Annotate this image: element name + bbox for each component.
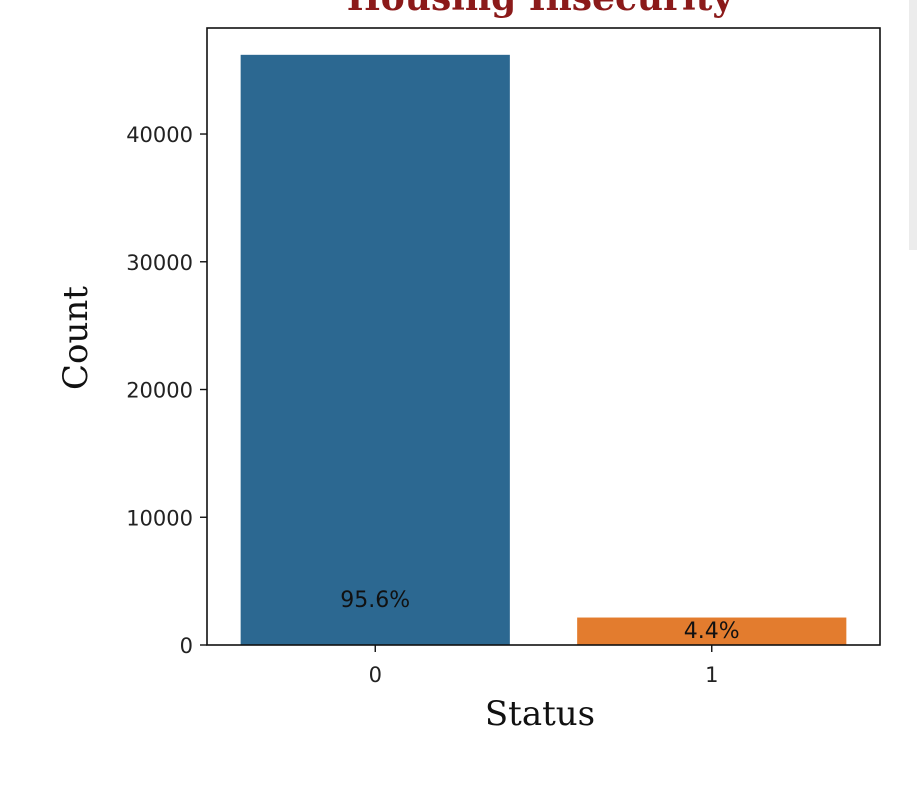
y-tick-label: 30000 <box>126 251 193 275</box>
x-axis-label: Status <box>485 694 595 734</box>
x-tick-label: 1 <box>705 663 718 687</box>
x-tick-label: 0 <box>369 663 382 687</box>
bar-value-label: 95.6% <box>340 588 410 613</box>
data-labels-layer: 95.6% 4.4% <box>340 588 739 644</box>
bar-value-label: 4.4% <box>684 619 740 644</box>
plot-frame <box>206 27 881 646</box>
bar-0 <box>240 54 510 645</box>
bar-1 <box>577 617 847 645</box>
bars-layer <box>240 54 847 645</box>
y-axis: 0 10000 20000 30000 40000 <box>126 123 207 658</box>
chart-title: Housing Insecurity <box>347 0 735 19</box>
y-tick-label: 20000 <box>126 379 193 403</box>
y-axis-label: Count <box>56 286 96 390</box>
y-tick-label: 10000 <box>126 506 193 530</box>
y-tick-label: 0 <box>180 634 193 658</box>
window-edge-strip <box>909 0 917 250</box>
y-tick-label: 40000 <box>126 123 193 147</box>
